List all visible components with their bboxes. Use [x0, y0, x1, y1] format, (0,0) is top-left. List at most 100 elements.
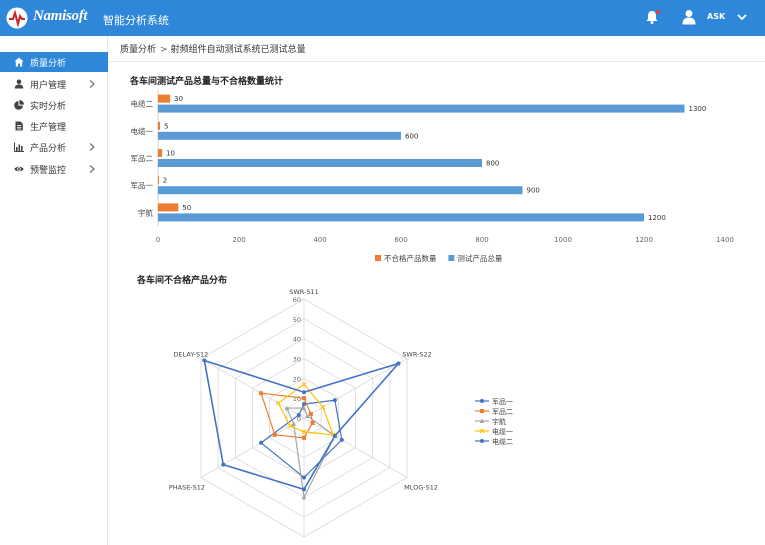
- legend-label: 不合格产品数量: [384, 253, 437, 263]
- legend-marker: [479, 418, 485, 423]
- sidebar: 质量分析 用户管理 实时分析 生产管理: [0, 36, 108, 545]
- top-bar: Namisoft 智能分析系统 ASK: [0, 0, 765, 36]
- data-label: 800: [486, 160, 499, 168]
- breadcrumb-parent[interactable]: 质量分析: [120, 45, 157, 55]
- bar-total: [158, 159, 482, 167]
- radar-tick-label: 10: [293, 395, 301, 403]
- x-tick-label: 400: [313, 236, 326, 244]
- radar-point: [302, 475, 306, 480]
- radar-chart: 0102030405060SWR-S11SWR-S22MLOG-S12MLOG-…: [169, 288, 513, 545]
- y-tick-label: 宇航: [138, 207, 153, 217]
- logo-text: Namisoft: [33, 8, 88, 24]
- chevron-right-icon: [89, 143, 95, 151]
- bar-total: [158, 104, 685, 113]
- radar-axis-label: SWR-S22: [402, 351, 432, 359]
- radar-point: [301, 405, 307, 411]
- radar-point: [287, 423, 293, 429]
- data-label: 900: [527, 187, 540, 195]
- user-avatar-icon[interactable]: [682, 9, 696, 25]
- radar-point: [332, 433, 337, 438]
- radar-tick-label: 0: [297, 415, 301, 423]
- radar-point: [308, 412, 313, 417]
- x-tick-label: 1400: [716, 236, 734, 244]
- radar-point: [272, 432, 277, 437]
- x-tick-label: 200: [232, 236, 245, 244]
- radar-point: [275, 400, 281, 406]
- sidebar-item-label: 产品分析: [30, 144, 67, 154]
- sidebar-item-label: 用户管理: [30, 81, 67, 91]
- legend-marker: [479, 428, 485, 434]
- sidebar-item-product-analysis[interactable]: 产品分析: [0, 137, 108, 157]
- sidebar-item-user-management[interactable]: 用户管理: [0, 74, 108, 94]
- bar-total: [158, 213, 644, 222]
- radar-tick-label: 50: [293, 316, 301, 324]
- bar-unqualified: [158, 176, 159, 185]
- sidebar-item-quality-analysis[interactable]: 质量分析: [0, 52, 108, 72]
- radar-axis-label: PHASE-S12: [169, 484, 205, 492]
- bar-unqualified: [158, 94, 171, 103]
- radar-point: [332, 398, 337, 403]
- document-icon: [15, 121, 23, 131]
- radar-point: [202, 358, 207, 363]
- radar-chart-title: 各车间不合格产品分布: [137, 276, 228, 286]
- radar-point: [396, 361, 401, 366]
- home-icon: [14, 57, 24, 67]
- logo-icon: [6, 7, 28, 29]
- pie-chart-icon: [14, 100, 24, 110]
- radar-point: [221, 462, 226, 467]
- x-tick-label: 600: [394, 236, 407, 244]
- chevron-right-icon: [89, 165, 95, 173]
- chevron-down-icon[interactable]: [736, 12, 748, 22]
- bar-chart: 电缆二 30 1300 电缆一 5 600 军品二 10 800 军品一 2 900 宇航 50 1200 0…: [131, 90, 734, 263]
- radar-point: [284, 405, 290, 411]
- bar-chart-title: 各车间测试产品总量与不合格数量统计: [130, 77, 284, 87]
- radar-point: [302, 396, 306, 401]
- user-name[interactable]: ASK: [707, 12, 726, 21]
- y-tick-label: 军品一: [131, 181, 154, 190]
- bar-unqualified: [158, 203, 179, 212]
- radar-point: [302, 487, 306, 492]
- sidebar-item-production-management[interactable]: 生产管理: [0, 116, 108, 136]
- sidebar-item-alert-monitoring[interactable]: 预警监控: [0, 159, 108, 179]
- sidebar-item-realtime-analysis[interactable]: 实时分析: [0, 95, 108, 115]
- legend-swatch: [448, 255, 455, 261]
- radar-point: [259, 391, 264, 396]
- x-tick-label: 1000: [554, 236, 572, 244]
- sidebar-item-label: 质量分析: [30, 59, 67, 69]
- radar-point: [305, 413, 310, 419]
- bar-legend: 不合格产品数量 测试产品总量: [375, 253, 503, 263]
- legend-marker: [480, 439, 484, 443]
- data-label: 30: [174, 95, 183, 103]
- chevron-right-icon: [89, 80, 95, 88]
- radar-point: [301, 381, 307, 387]
- radar-tick-label: 60: [293, 296, 301, 304]
- legend-label: 军品二: [492, 408, 513, 416]
- breadcrumb-separator: >: [160, 45, 168, 55]
- y-tick-label: 军品二: [131, 154, 154, 163]
- x-tick-label: 1200: [635, 236, 653, 244]
- radar-tick-label: 20: [293, 375, 301, 383]
- data-label: 2: [163, 177, 167, 185]
- bar-total: [158, 186, 523, 195]
- data-label: 1300: [689, 105, 707, 113]
- x-tick-label: 0: [156, 236, 160, 244]
- legend-label: 宇航: [492, 417, 506, 426]
- radar-point: [259, 440, 264, 445]
- bar-unqualified: [158, 149, 163, 157]
- y-tick-label: 电缆一: [131, 126, 154, 136]
- sidebar-item-label: 预警监控: [30, 166, 67, 176]
- radar-spoke: [303, 417, 408, 478]
- sidebar-item-label: 生产管理: [30, 123, 67, 133]
- content-divider: [108, 61, 765, 62]
- data-label: 10: [166, 150, 175, 158]
- radar-axis-label: SWR-S11: [289, 288, 319, 296]
- legend-label: 电缆一: [492, 427, 513, 436]
- legend-label: 电缆二: [492, 437, 513, 446]
- radar-tick-label: 30: [293, 356, 301, 364]
- radar-point: [301, 494, 307, 500]
- radar-axis-label: MLOG-S12: [404, 484, 438, 492]
- bell-icon[interactable]: [644, 9, 660, 25]
- bar-unqualified: [158, 121, 161, 130]
- radar-spoke: [303, 358, 408, 419]
